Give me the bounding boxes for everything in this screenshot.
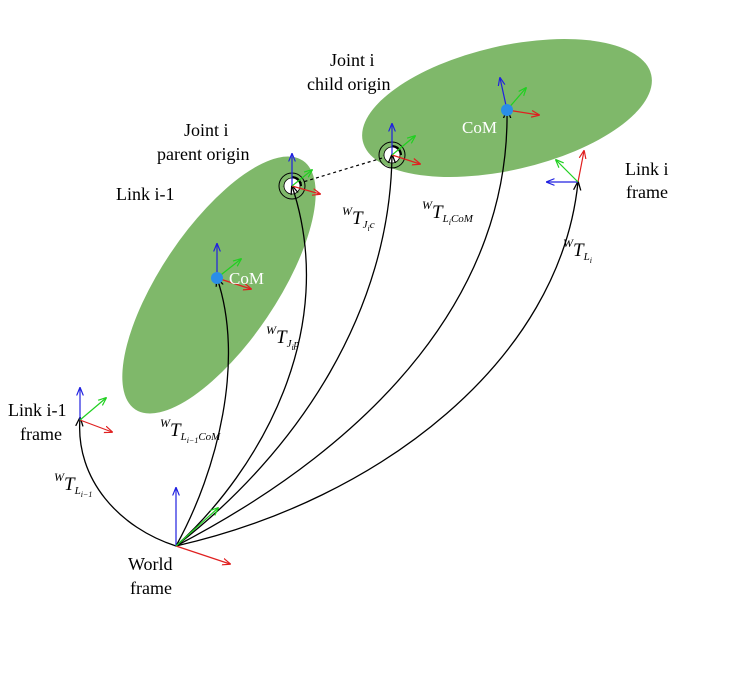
joint-i-child-label-line1: Joint i	[330, 50, 375, 70]
curve-t-jic	[175, 155, 392, 547]
joint-i-child-label-line2: child origin	[307, 74, 391, 94]
curve-t-lim1com	[175, 278, 230, 547]
link-i-frame-label-line1: Link i	[625, 159, 669, 179]
com-link-i-label: CoM	[462, 118, 497, 137]
transform-label-jip: WTJip	[266, 323, 300, 352]
world-frame-label-line2: frame	[130, 578, 172, 598]
com-link-im1-label: CoM	[229, 269, 264, 288]
curve-t-lim1	[80, 418, 177, 547]
curve-t-jip	[175, 186, 308, 547]
transform-label-li: WTLi	[563, 236, 592, 265]
world-frame-label-line1: World	[128, 554, 173, 574]
joint-connection-dotted	[292, 154, 393, 186]
joint-child-frame-axes	[392, 124, 420, 164]
link-im1-frame-label-line2: frame	[20, 424, 62, 444]
link-im1-frame-label-line1: Link i-1	[8, 400, 67, 420]
transform-label-licom: WTLiCoM	[422, 198, 474, 227]
link-im1-frame-axes	[80, 388, 112, 432]
link-i-frame-label-line2: frame	[626, 182, 668, 202]
joint-i-parent-label-line1: Joint i	[184, 120, 229, 140]
link-im1-label: Link i-1	[116, 184, 175, 204]
world-frame-axes	[176, 488, 230, 564]
transform-label-lim1: WTLi−1	[54, 470, 92, 499]
curve-t-li	[175, 182, 578, 547]
transform-label-jic: WTJic	[342, 204, 375, 233]
transform-label-lim1com: WTLi−1CoM	[160, 416, 221, 445]
link-i-frame-axes	[547, 151, 584, 182]
joint-i-parent-label-line2: parent origin	[157, 144, 249, 164]
curve-t-licom	[175, 110, 507, 547]
com-im1-marker	[211, 272, 223, 284]
com-i-marker	[501, 104, 513, 116]
joint-parent-frame-axes	[292, 154, 320, 194]
